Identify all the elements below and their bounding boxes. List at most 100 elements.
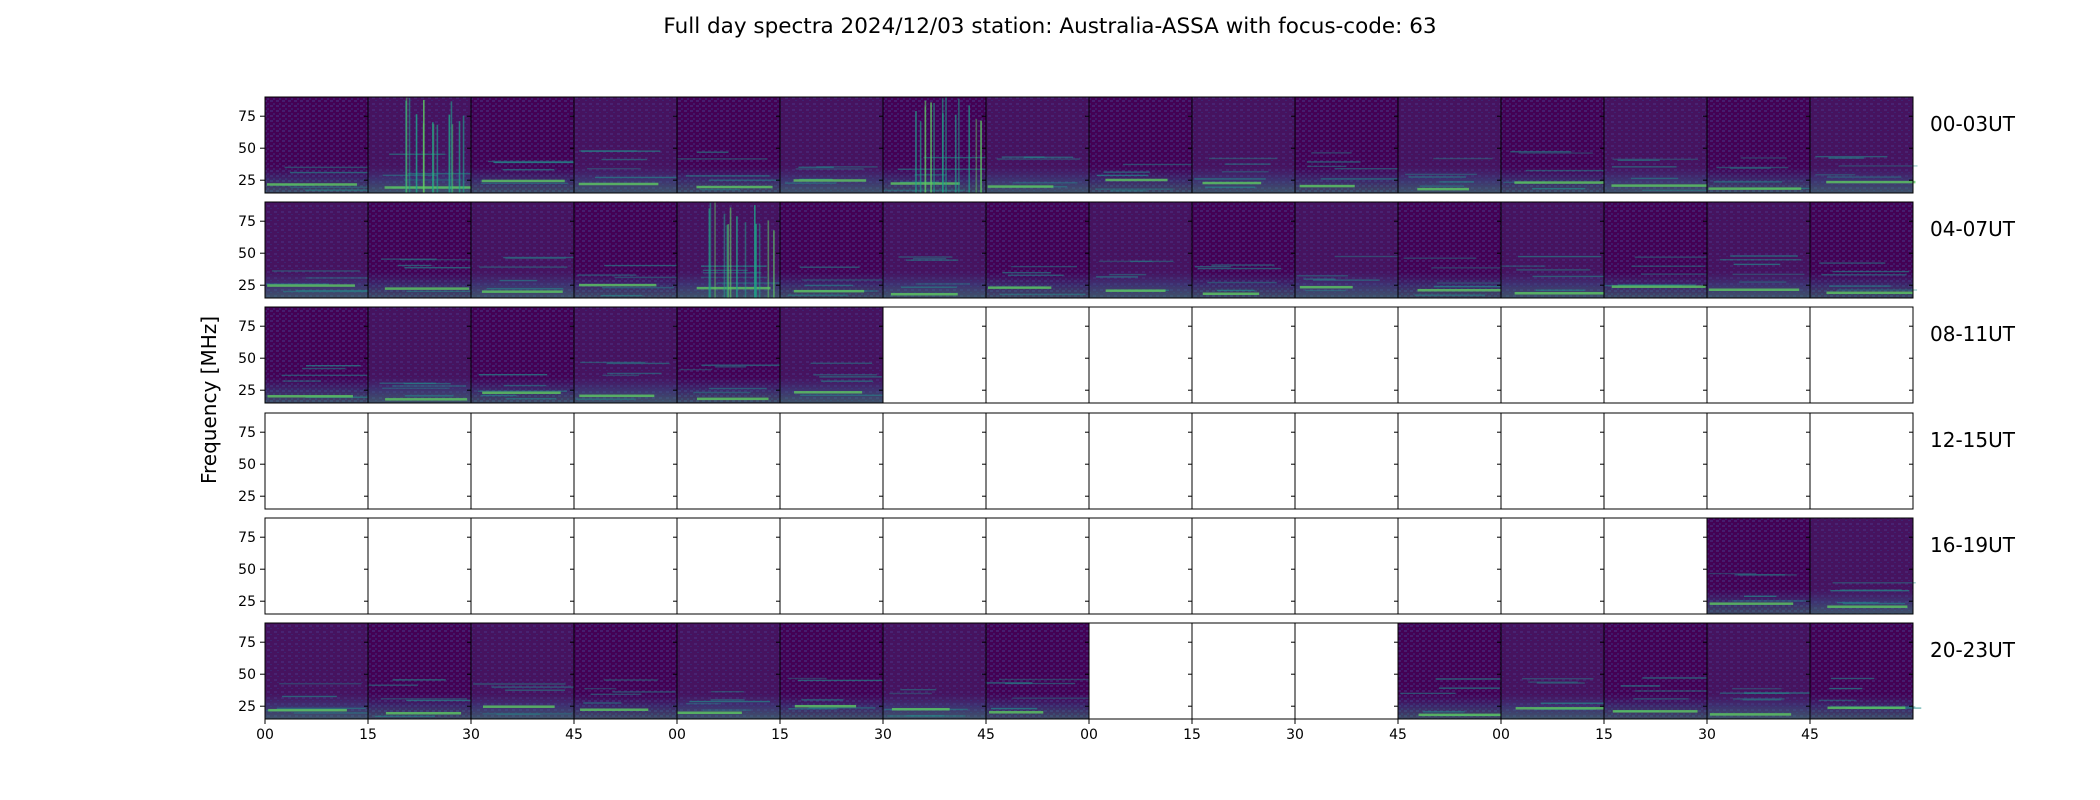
spectrum-panel <box>367 201 499 299</box>
empty-panel <box>264 517 369 615</box>
spectrum-panel <box>1603 201 1718 299</box>
empty-panel <box>573 517 678 615</box>
y-tick-label: 75 <box>238 425 256 441</box>
empty-panel <box>882 306 987 404</box>
y-tick-label: 25 <box>238 173 256 189</box>
spectrum-panel <box>1706 622 1816 720</box>
x-tick-label: 45 <box>565 727 583 743</box>
spectrum-panel <box>1706 96 1821 194</box>
x-tick-label: 15 <box>1595 727 1613 743</box>
spectrum-panel <box>1706 517 1817 615</box>
spectrum-panel <box>1500 622 1606 720</box>
empty-panel <box>1397 412 1502 510</box>
spectrum-panel <box>1191 96 1296 194</box>
empty-panel <box>1706 306 1811 404</box>
empty-panel <box>1088 306 1193 404</box>
y-tick-label: 50 <box>238 667 256 683</box>
empty-panel <box>1397 306 1502 404</box>
spectrum-panel <box>1397 622 1516 720</box>
spectra-row <box>264 201 1918 299</box>
empty-panel <box>573 412 678 510</box>
x-tick-label: 30 <box>1698 727 1716 743</box>
empty-panel <box>1603 412 1708 510</box>
empty-panel <box>1191 517 1296 615</box>
empty-panel <box>985 517 1090 615</box>
empty-panel <box>470 517 575 615</box>
spectrum-panel <box>1500 201 1613 299</box>
empty-panel <box>1500 306 1605 404</box>
spectrum-panel <box>779 201 891 299</box>
spectra-row <box>264 622 1922 720</box>
x-tick-label: 15 <box>771 727 789 743</box>
empty-panel <box>1500 412 1605 510</box>
spectrum-panel <box>779 96 884 194</box>
y-tick-label: 50 <box>238 562 256 578</box>
spectrum-panel <box>1603 622 1716 720</box>
x-tick-label: 00 <box>1492 727 1510 743</box>
y-tick-label: 25 <box>238 594 256 610</box>
empty-panel <box>1191 622 1296 720</box>
spectrum-panel <box>264 96 379 194</box>
spectrum-panel <box>882 201 987 299</box>
spectrum-panel <box>264 622 379 720</box>
spectra-row <box>264 517 1916 615</box>
empty-panel <box>1500 517 1605 615</box>
spectrum-panel <box>676 306 794 404</box>
spectrum-panel <box>1088 96 1202 194</box>
spectrum-panel <box>264 306 385 404</box>
spectrum-panel <box>1500 96 1617 194</box>
spectrum-panel <box>779 622 887 720</box>
x-tick-label: 15 <box>359 727 377 743</box>
y-tick-label: 75 <box>238 635 256 651</box>
y-tick-label: 50 <box>238 141 256 157</box>
empty-panel <box>985 306 1090 404</box>
empty-panel <box>1191 306 1296 404</box>
empty-panel <box>985 412 1090 510</box>
empty-panel <box>779 517 884 615</box>
y-tick-label: 25 <box>238 699 256 715</box>
spectrum-panel <box>985 622 1091 720</box>
spectrum-panel <box>1809 96 1918 194</box>
spectrum-panel <box>1809 201 1918 299</box>
empty-panel <box>1809 306 1914 404</box>
spectrum-panel <box>779 306 887 404</box>
spectrum-panel <box>676 201 809 299</box>
spectrum-panel <box>985 96 1090 194</box>
spectrum-panel <box>1809 517 1916 615</box>
spectrum-panel <box>264 201 396 299</box>
spectrum-panel <box>1809 622 1922 720</box>
empty-panel <box>882 412 987 510</box>
row-time-label: 20-23UT <box>1930 638 2016 662</box>
empty-panel <box>676 517 781 615</box>
empty-panel <box>1294 517 1399 615</box>
y-tick-label: 75 <box>238 319 256 335</box>
spectrum-panel <box>1294 96 1400 194</box>
y-tick-label: 25 <box>238 489 256 505</box>
x-tick-label: 45 <box>1389 727 1407 743</box>
y-axis-label: Frequency [MHz] <box>197 316 221 484</box>
spectrum-panel <box>676 622 781 720</box>
spectrum-panel <box>1088 201 1193 299</box>
empty-panel <box>882 517 987 615</box>
spectrum-panel <box>985 201 1090 299</box>
spectrum-panel <box>1706 201 1811 299</box>
spectra-row <box>264 412 1914 510</box>
y-tick-label: 75 <box>238 109 256 125</box>
spectrum-panel <box>1191 201 1296 299</box>
empty-panel <box>1809 412 1914 510</box>
row-time-label: 00-03UT <box>1930 112 2016 136</box>
y-tick-label: 50 <box>238 246 256 262</box>
spectrum-panel <box>367 622 473 720</box>
spectrum-panel <box>1397 201 1520 299</box>
x-tick-label: 00 <box>668 727 686 743</box>
spectrum-panel <box>573 306 678 404</box>
spectrum-panel <box>676 96 783 194</box>
spectrum-panel <box>1603 96 1718 194</box>
x-tick-label: 30 <box>874 727 892 743</box>
spectrum-panel <box>882 96 988 194</box>
spectrum-panel <box>470 306 575 404</box>
spectrum-panel <box>573 201 695 299</box>
empty-panel <box>1088 622 1193 720</box>
spectrum-panel <box>573 622 678 720</box>
empty-panel <box>264 412 369 510</box>
